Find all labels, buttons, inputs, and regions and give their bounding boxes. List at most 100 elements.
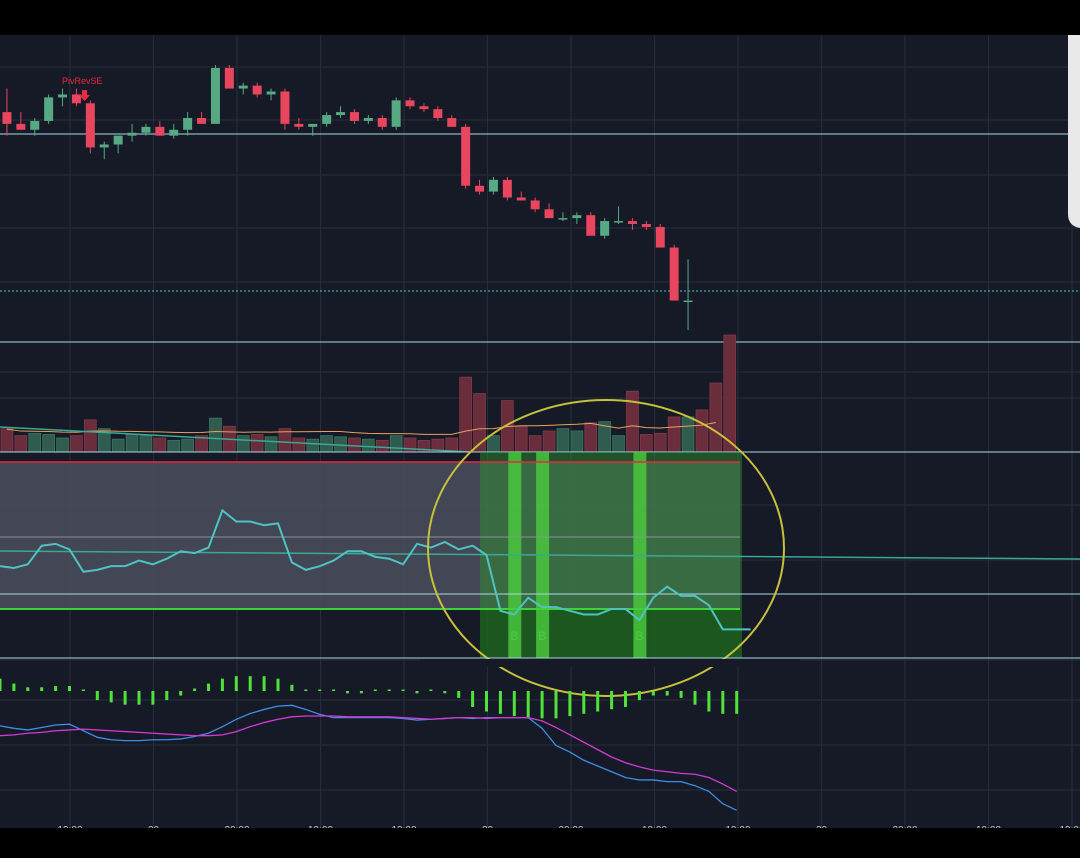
macd-histogram-bar: [707, 691, 711, 712]
macd-histogram-bar: [429, 689, 433, 691]
volume-bar: [111, 438, 125, 453]
candle-down: [655, 226, 665, 248]
volume-bar: [375, 439, 389, 453]
volume-bar: [487, 435, 500, 453]
macd-histogram-bar: [457, 691, 461, 698]
scroll-handle[interactable]: [1068, 35, 1080, 228]
candle-down: [280, 91, 290, 124]
volume-bar: [667, 416, 681, 453]
price-pane: PivRevSE: [0, 65, 1080, 453]
macd-line: [0, 704, 737, 811]
macd-histogram: [0, 676, 739, 719]
candle-down: [433, 109, 443, 118]
top-frame: [0, 0, 1080, 35]
volume-bar: [125, 434, 139, 453]
macd-histogram-bar: [137, 691, 141, 705]
signal-label: PivRevSE: [62, 76, 103, 86]
macd-histogram-bar: [651, 691, 655, 696]
macd-histogram-bar: [624, 691, 627, 707]
candle-down: [224, 67, 234, 89]
candle-up: [683, 300, 693, 303]
macd-histogram-bar: [582, 691, 586, 714]
candle-up: [169, 129, 179, 136]
macd-histogram-bar: [554, 691, 558, 719]
candle-up: [210, 67, 220, 124]
macd-histogram-bar: [415, 691, 419, 694]
macd-histogram-bar: [526, 691, 530, 719]
buy-signal-label: B: [510, 629, 518, 643]
candle-up: [558, 218, 568, 220]
volume-bar: [167, 439, 181, 453]
macd-histogram-bar: [332, 689, 336, 691]
volume-bar: [362, 438, 375, 453]
volume-bar: [709, 382, 723, 453]
candle-up: [58, 94, 68, 98]
macd-histogram-bar: [262, 676, 266, 691]
macd-histogram-bar: [276, 678, 280, 691]
buy-zone-lower: [480, 609, 742, 658]
rsi-line: [0, 508, 751, 631]
arrow-down-icon: [79, 90, 90, 101]
macd-histogram-bar: [179, 691, 183, 696]
macd-histogram-bar: [40, 687, 44, 691]
rsi-pane-bottom-mask: [420, 659, 800, 667]
volume-bar: [695, 409, 709, 453]
candle-up: [308, 123, 318, 127]
volume-bar: [70, 435, 83, 453]
candle-up: [488, 179, 498, 192]
macd-histogram-bar: [540, 691, 544, 719]
macd-histogram-bar: [248, 676, 252, 691]
candle-down: [641, 224, 651, 227]
candle-down: [405, 100, 415, 107]
candle-down: [669, 247, 679, 301]
candle-down: [252, 85, 262, 95]
candle-down: [475, 185, 485, 192]
candle-up: [336, 112, 346, 116]
candle-up: [30, 120, 40, 130]
candle-up: [113, 135, 123, 145]
volume-bar: [445, 437, 459, 453]
volume-bar: [514, 425, 528, 453]
volume-bar: [306, 438, 320, 453]
buy-signal-label: B: [538, 629, 546, 643]
macd-histogram-bar: [596, 691, 600, 712]
macd-histogram-bar: [12, 683, 16, 691]
candle-up: [322, 115, 332, 124]
volume-bar: [14, 435, 28, 453]
volume-bar: [681, 416, 695, 453]
macd-histogram-bar: [679, 691, 683, 698]
candle-down: [530, 200, 540, 210]
macd-histogram-bar: [346, 691, 349, 694]
macd-histogram-bar: [512, 691, 516, 717]
macd-histogram-bar: [665, 691, 669, 696]
macd-histogram-bar: [387, 689, 391, 691]
volume-bar: [56, 437, 69, 453]
volume-bar: [42, 434, 55, 453]
volume-bar: [556, 428, 570, 453]
candle-down: [155, 126, 165, 136]
candle-down: [544, 209, 554, 219]
macd-histogram-bar: [290, 684, 294, 691]
volume-bar: [612, 435, 625, 453]
candle-up: [141, 126, 151, 133]
candle-down: [627, 221, 637, 224]
macd-histogram-bar: [735, 691, 739, 714]
volume-bar: [236, 435, 250, 453]
volume-bar: [28, 432, 42, 453]
candle-down: [197, 118, 207, 124]
buy-signal-label: B: [635, 629, 643, 643]
candle-down: [516, 197, 526, 201]
macd-histogram-bar: [26, 687, 30, 691]
macd-histogram-bar: [610, 691, 614, 710]
volume-bar: [264, 436, 278, 453]
macd-histogram-bar: [359, 691, 363, 694]
candle-up: [44, 97, 54, 121]
volume-bar: [570, 430, 584, 453]
macd-histogram-bar: [109, 691, 113, 703]
volume-bar: [584, 422, 598, 453]
candle-down: [447, 118, 457, 127]
volume-ma-line: [6, 422, 716, 435]
macd-histogram-bar: [401, 689, 405, 691]
